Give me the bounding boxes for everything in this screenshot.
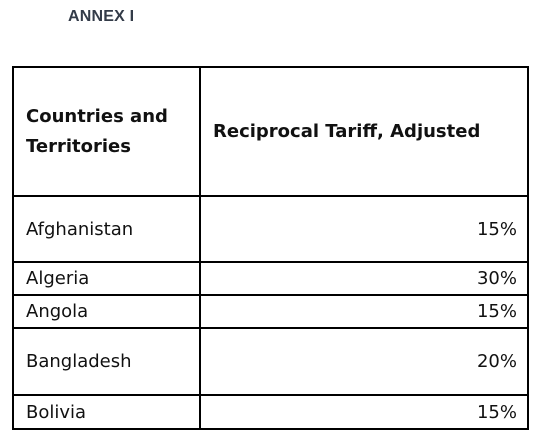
tariff-cell: 20% [199,327,529,396]
table-row: Algeria 30% [12,261,529,296]
country-cell: Bolivia [12,394,201,430]
table-body: Afghanistan 15% Algeria 30% Angola 15% Banglad… [12,195,529,430]
table-row: Bangladesh 20% [12,327,529,396]
tariff-table: Countries and Territories Reciprocal Tar… [12,66,529,430]
column-header: Countries and Territories [12,66,201,197]
tariff-cell: 15% [199,195,529,263]
country-cell: Afghanistan [12,195,201,263]
table-row: Angola 15% [12,294,529,329]
country-cell: Angola [12,294,201,329]
country-cell: Bangladesh [12,327,201,396]
tariff-cell: 15% [199,294,529,329]
country-cell: Algeria [12,261,201,296]
annex-title: ANNEX I [68,8,135,25]
tariff-cell: 30% [199,261,529,296]
table-row: Afghanistan 15% [12,195,529,263]
header-row: Countries and Territories Reciprocal Tar… [12,66,529,197]
table-header: Countries and Territories Reciprocal Tar… [12,66,529,197]
table-row: Bolivia 15% [12,394,529,430]
tariff-cell: 15% [199,394,529,430]
column-header: Reciprocal Tariff, Adjusted [199,66,529,197]
